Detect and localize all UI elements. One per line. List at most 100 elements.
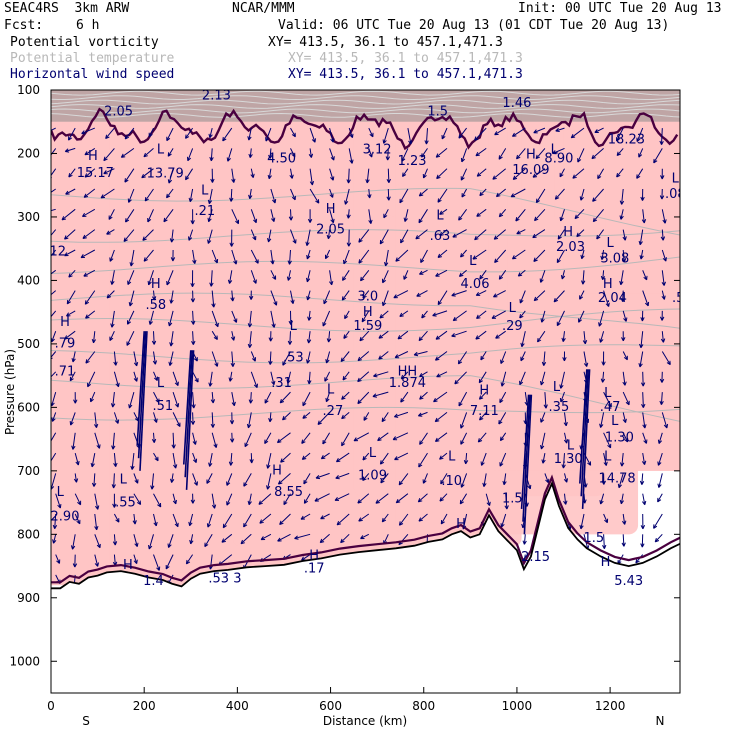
wind-vector xyxy=(277,473,291,485)
field-label: 16.09 xyxy=(512,163,549,178)
wind-vector xyxy=(243,513,252,528)
field-label: 3.0 xyxy=(357,290,378,305)
wind-vector xyxy=(320,513,330,520)
wind-vector xyxy=(434,351,448,361)
wind-vector xyxy=(434,432,448,442)
wind-vector xyxy=(185,127,194,139)
wind-vector xyxy=(172,493,177,505)
wind-vector xyxy=(153,371,158,381)
wind-vector xyxy=(640,188,645,201)
field-label: 1.5 xyxy=(583,531,604,546)
wind-vector xyxy=(69,371,76,382)
plot-frame xyxy=(50,89,681,694)
field-label: L xyxy=(567,438,575,453)
wind-vector xyxy=(329,148,335,161)
wind-vector-strong xyxy=(523,394,533,535)
wind-vector xyxy=(500,513,507,528)
wind-vector xyxy=(519,371,526,386)
wind-vector xyxy=(231,249,238,265)
wind-vector xyxy=(386,188,391,201)
wind-vector xyxy=(535,188,546,204)
y-tick-label: 800 xyxy=(17,527,40,541)
wind-vector xyxy=(124,127,135,140)
wind-vector xyxy=(192,371,199,383)
wind-vector xyxy=(143,148,154,158)
wind-vector xyxy=(51,127,56,132)
wind-vector xyxy=(133,371,138,382)
wind-vector xyxy=(422,473,428,484)
wind-vector xyxy=(499,452,507,467)
wind-vector xyxy=(300,513,311,520)
wind-vector xyxy=(397,330,409,340)
wind-vector xyxy=(342,371,350,381)
wind-vector xyxy=(492,168,507,180)
wind-vector xyxy=(319,533,330,544)
wind-vector xyxy=(287,331,293,345)
wind-vector xyxy=(659,128,664,145)
wind-vector xyxy=(190,209,195,225)
wind-vector xyxy=(357,391,370,405)
field-label: H xyxy=(563,225,573,240)
wind-vector xyxy=(640,513,646,530)
wind-vector xyxy=(165,554,174,570)
wind-vector xyxy=(317,412,330,425)
wind-vector xyxy=(639,331,644,349)
field-label: .21 xyxy=(194,204,215,219)
wind-vector xyxy=(594,127,604,133)
wind-vector xyxy=(619,453,625,467)
wind-vector xyxy=(341,412,350,420)
wind-vector xyxy=(418,452,428,468)
wind-vector xyxy=(432,310,448,317)
field-label: L xyxy=(672,172,680,187)
wind-vector xyxy=(91,473,97,487)
wind-vector xyxy=(358,249,370,264)
upper-isentrope xyxy=(51,95,680,101)
terrain-line xyxy=(51,480,680,590)
wind-vector xyxy=(399,310,409,317)
upper-isentrope xyxy=(51,104,680,109)
wind-vector xyxy=(476,168,487,177)
wind-vector xyxy=(343,249,350,265)
wind-vector xyxy=(147,209,154,223)
wind-vector xyxy=(325,249,331,260)
wind-vector xyxy=(109,330,115,341)
upper-isentrope xyxy=(51,108,680,114)
field-label: L xyxy=(553,380,561,395)
wind-vector xyxy=(270,371,276,386)
wind-vector xyxy=(82,229,96,239)
x-tick-label: 800 xyxy=(412,699,435,713)
wind-vector xyxy=(230,290,235,302)
wind-vector xyxy=(362,452,370,461)
field-label: 3.08 xyxy=(600,252,629,267)
wind-vector xyxy=(500,371,507,387)
wind-vector xyxy=(231,168,236,183)
wind-vector xyxy=(167,168,174,184)
wind-vector xyxy=(559,391,565,403)
wind-vector xyxy=(329,127,335,143)
wind-vector xyxy=(51,412,57,422)
wind-vector xyxy=(553,290,565,303)
wind-vector xyxy=(277,533,291,542)
wind-vector xyxy=(393,411,409,418)
wind-vector xyxy=(264,391,272,404)
wind-vector xyxy=(495,330,506,339)
wind-vector xyxy=(602,534,607,550)
wind-vector xyxy=(222,127,233,142)
wind-vector xyxy=(325,351,331,364)
wind-vector xyxy=(125,209,135,223)
wind-vector xyxy=(461,188,468,198)
wind-vector xyxy=(282,412,291,421)
wind-vector xyxy=(190,270,195,288)
wind-vector xyxy=(306,249,311,260)
wind-vector xyxy=(73,473,79,483)
wind-vector xyxy=(572,168,585,179)
wind-vector xyxy=(385,148,391,161)
field-label: L xyxy=(369,446,377,461)
wind-vector xyxy=(563,412,568,427)
wind-vector xyxy=(166,127,174,142)
wind-vector xyxy=(382,270,389,284)
wind-vector xyxy=(112,493,117,508)
wind-vector xyxy=(142,229,154,241)
wind-vector xyxy=(460,148,468,163)
wind-vector xyxy=(309,127,316,143)
